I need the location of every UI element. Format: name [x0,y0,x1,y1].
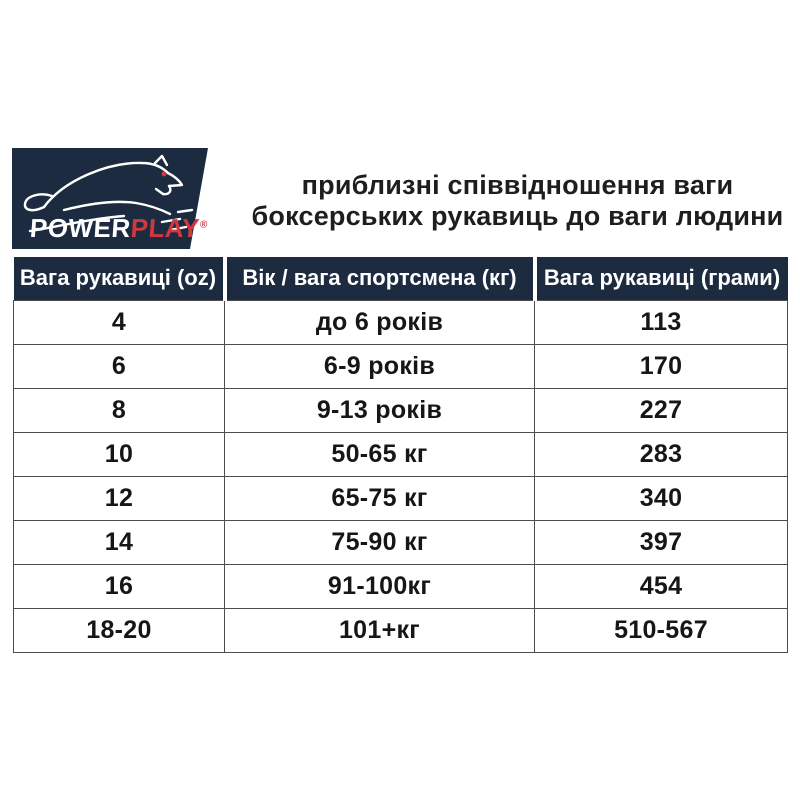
header-glove-weight-oz: Вага рукавиці (oz) [13,257,227,300]
table-row: 6 6-9 років 170 [13,343,788,389]
table-header-row: Вага рукавиці (oz) Вік / вага спортсмена… [13,257,788,300]
table-row: 18-20 101+кг 510-567 [13,607,788,653]
page-title-line2: боксерських рукавиць до ваги людини [251,201,784,231]
page-title: приблизні співвідношення ваги боксерськи… [245,170,790,232]
cell-oz: 10 [13,431,225,477]
cell-athlete: 9-13 років [224,387,535,433]
table-row: 12 65-75 кг 340 [13,475,788,521]
panther-icon [23,154,194,233]
cell-grams: 113 [534,299,788,345]
glove-size-table: Вага рукавиці (oz) Вік / вага спортсмена… [13,257,788,653]
cell-grams: 340 [534,475,788,521]
cell-grams: 227 [534,387,788,433]
logo-word-play: PLAY [129,213,201,243]
cell-athlete: 65-75 кг [224,475,535,521]
table-row: 8 9-13 років 227 [13,387,788,433]
cell-oz: 4 [13,299,225,345]
cell-grams: 283 [534,431,788,477]
registered-mark-icon: ® [199,219,208,231]
cell-oz: 8 [13,387,225,433]
cell-athlete: 50-65 кг [224,431,535,477]
table-row: 4 до 6 років 113 [13,299,788,345]
header-glove-weight-grams: Вага рукавиці (грами) [534,257,788,300]
cell-athlete: до 6 років [224,299,535,345]
cell-oz: 6 [13,343,225,389]
table-row: 14 75-90 кг 397 [13,519,788,565]
cell-oz: 12 [13,475,225,521]
cell-oz: 14 [13,519,225,565]
header-athlete-age-weight: Вік / вага спортсмена (кг) [224,257,537,300]
cell-athlete: 91-100кг [224,563,535,609]
logo-word-power: POWER [28,213,132,243]
cell-athlete: 75-90 кг [224,519,535,565]
cell-oz: 18-20 [13,607,225,653]
cell-athlete: 101+кг [224,607,535,653]
cell-grams: 397 [534,519,788,565]
panther-eye [161,171,167,177]
cell-grams: 510-567 [534,607,788,653]
page-title-line1: приблизні співвідношення ваги [301,170,734,200]
table-row: 16 91-100кг 454 [13,563,788,609]
cell-grams: 170 [534,343,788,389]
table-row: 10 50-65 кг 283 [13,431,788,477]
powerplay-logo: POWERPLAY® [12,148,208,249]
cell-grams: 454 [534,563,788,609]
logo-wordmark: POWERPLAY® [28,213,208,243]
logo-background-shape [12,148,208,249]
cell-athlete: 6-9 років [224,343,535,389]
cell-oz: 16 [13,563,225,609]
